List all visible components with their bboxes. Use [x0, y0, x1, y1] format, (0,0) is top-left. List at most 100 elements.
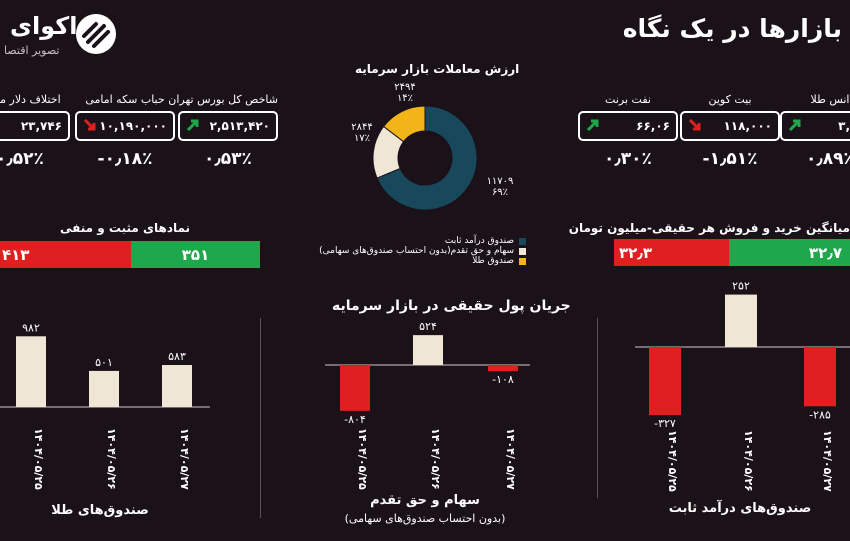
indicator-value: ۱۰,۱۹۰,۰۰۰ — [99, 119, 167, 133]
pie-percent-label: ۱۴٪ — [397, 93, 413, 104]
bar — [340, 365, 370, 411]
indicator-label: بیت کوین — [708, 93, 752, 106]
negative-symbols-bar: ۴۱۳ — [0, 241, 131, 268]
bar-chart-subtitle: (بدون احتساب صندوق‌های سهامی) — [345, 512, 506, 525]
indicator-value-box: ۲۳,۷۴۶ — [0, 111, 70, 141]
negative-symbols-value: ۴۱۳ — [2, 245, 30, 264]
arrow-up-icon — [186, 117, 200, 136]
arrow-down-icon — [688, 117, 702, 136]
legend-item: سهام و حق تقدم(بدون احتساب صندوق‌های سها… — [296, 246, 526, 256]
realflow-sell-bar: ۳۲٫۳ — [614, 239, 729, 266]
bar-value-label: ۵۲۴ — [419, 320, 437, 333]
indicator-card: شاخص کل بورس تهران ۲,۵۱۳,۴۲۰ ۰٫۵۳٪ — [168, 93, 278, 169]
x-tick-label: ۱۴۰۴/۰۵/۲۵ — [32, 428, 45, 490]
bar-value-label: ۲۵۲ — [732, 280, 750, 293]
bar-chart-title: صندوق‌های طلا — [51, 503, 149, 518]
indicator-value: ۲,۵۱۳,۴۲۰ — [209, 119, 270, 133]
indicator-value-box: ۶۶,۰۶ — [578, 111, 678, 141]
indicator-label: حباب سکه امامی — [85, 93, 165, 106]
realflow-buy-bar: ۳۲٫۷ — [729, 239, 850, 266]
stocks-bar-chart: -۸۰۴ ۱۴۰۴/۰۵/۲۵ ۵۲۴ ۱۴۰۴/۰۵/۲۶ -۱۰۸ ۱۴۰۴/۰۵/۲… — [325, 320, 530, 525]
brand-logo-icon — [76, 14, 116, 54]
pie-value-label: ۲۴۹۴ — [394, 82, 415, 93]
bar — [804, 347, 836, 407]
divider-left — [260, 318, 261, 518]
realflow-sell-value: ۳۲٫۳ — [619, 243, 653, 262]
positive-symbols-bar: ۳۵۱ — [131, 241, 260, 268]
pie-percent-label: ۱۷٪ — [354, 133, 370, 144]
indicator-card: انس طلا ۳,۳۴۷ ۰٫۸۹٪ — [780, 93, 850, 169]
x-tick-label: ۱۴۰۴/۰۵/۲۷ — [178, 428, 191, 490]
realmoney-section-title: جریان پول حقیقی در بازار سرمایه — [332, 298, 571, 314]
bar-value-label: -۳۲۷ — [654, 417, 676, 430]
indicator-label: نفت برنت — [605, 93, 651, 106]
bar-value-label: ۹۸۲ — [22, 321, 40, 334]
legend-label: صندوق طلا — [472, 256, 514, 266]
pie-percent-label: ۶۹٪ — [492, 187, 508, 198]
indicator-value: ۶۶,۰۶ — [636, 119, 670, 133]
bar-chart-title: صندوق‌های درآمد ثابت — [669, 499, 812, 516]
indicator-label: شاخص کل بورس تهران — [168, 93, 278, 106]
realflow-strip: ۳۲٫۳ ۳۲٫۷ — [614, 239, 850, 266]
indicator-change-percent: ۰٫۸۹٪ — [806, 149, 850, 169]
x-tick-label: ۱۴۰۴/۰۵/۲۵ — [666, 430, 679, 492]
realflow-buy-value: ۳۲٫۷ — [808, 243, 842, 262]
gold-funds-bar-chart: ۹۸۲ ۱۴۰۴/۰۵/۲۵ ۵۰۱ ۱۴۰۴/۰۵/۲۶ ۵۸۳ ۱۴۰۴/۰۵/۲۷ ص… — [0, 321, 210, 518]
legend-swatch — [519, 247, 526, 255]
indicator-label: انس طلا — [810, 93, 850, 106]
brand-subtitle: تصویر اقتصا — [4, 44, 60, 57]
bar — [16, 336, 46, 407]
legend-label: سهام و حق تقدم(بدون احتساب صندوق‌های سها… — [319, 246, 514, 256]
indicator-change-percent: ۰٫۳۰٪ — [604, 149, 652, 169]
symbols-title: نمادهای مثبت و منفی — [60, 221, 191, 235]
bar-value-label: -۱۰۸ — [492, 373, 514, 386]
x-tick-label: ۱۴۰۴/۰۵/۲۶ — [105, 428, 118, 490]
indicator-value-box: ۳,۳۴۷ — [780, 111, 850, 141]
indicator-value: ۳,۳۴۷ — [838, 119, 850, 133]
indicator-value-box: ۱۱۸,۰۰۰ — [680, 111, 780, 141]
indicator-card: بیت کوین ۱۱۸,۰۰۰ -۱٫۵۱٪ — [680, 93, 780, 169]
pie-slice — [382, 105, 426, 143]
page-title: بازارها در یک نگاه — [622, 14, 842, 43]
bar — [649, 347, 681, 416]
legend-item: صندوق طلا — [296, 256, 526, 266]
indicator-change-percent: -۱٫۵۱٪ — [702, 149, 758, 169]
x-tick-label: ۱۴۰۴/۰۵/۲۷ — [504, 428, 517, 490]
bar-chart-title: سهام و حق تقدم — [370, 493, 480, 508]
indicator-card: نفت برنت ۶۶,۰۶ ۰٫۳۰٪ — [578, 93, 678, 169]
positive-symbols-value: ۳۵۱ — [181, 245, 210, 264]
pie-legend: صندوق درآمد ثابت سهام و حق تقدم(بدون احتس… — [296, 236, 526, 266]
bar-value-label: ۵۸۳ — [168, 350, 186, 363]
indicator-card: اختلاف دلار مبادله ۲۳,۷۴۶ ۰٫۵۲٪ — [0, 93, 70, 169]
bar — [488, 365, 518, 372]
arrow-down-icon — [83, 117, 97, 136]
symbols-strip: ۴۱۳ ۳۵۱ — [0, 241, 260, 268]
bar — [162, 365, 192, 407]
indicator-card: حباب سکه امامی ۱۰,۱۹۰,۰۰۰ -۰٫۱۸٪ — [75, 93, 175, 169]
bar — [725, 294, 757, 347]
indicator-value-box: ۱۰,۱۹۰,۰۰۰ — [75, 111, 175, 141]
indicator-value: ۱۱۸,۰۰۰ — [723, 119, 772, 133]
pie-value-label: ۱۱۷۰۹ — [487, 176, 514, 187]
divider-right — [597, 318, 598, 498]
x-tick-label: ۱۴۰۴/۰۵/۲۵ — [356, 428, 369, 490]
pie-slice — [376, 105, 478, 211]
indicator-change-percent: ۰٫۵۲٪ — [0, 149, 44, 169]
realflow-title: میانگین خرید و فروش هر حقیقی-میلیون توما… — [568, 221, 850, 235]
pie-chart-title: ارزش معاملات بازار سرمایه — [355, 62, 520, 76]
indicator-change-percent: -۰٫۱۸٪ — [97, 149, 153, 169]
bar — [413, 335, 443, 365]
legend-item: صندوق درآمد ثابت — [296, 236, 526, 246]
x-tick-label: ۱۴۰۴/۰۵/۲۶ — [429, 428, 442, 490]
legend-swatch — [519, 237, 526, 245]
bar-value-label: -۲۸۵ — [809, 408, 831, 421]
indicator-change-percent: ۰٫۵۳٪ — [204, 149, 252, 169]
indicator-label: اختلاف دلار مبادله — [0, 93, 61, 106]
brand-name: اکوای — [10, 12, 78, 40]
arrow-up-icon — [586, 117, 600, 136]
legend-swatch — [519, 257, 526, 265]
indicator-value: ۲۳,۷۴۶ — [20, 119, 62, 133]
pie-value-label: ۲۸۴۴ — [351, 122, 372, 133]
